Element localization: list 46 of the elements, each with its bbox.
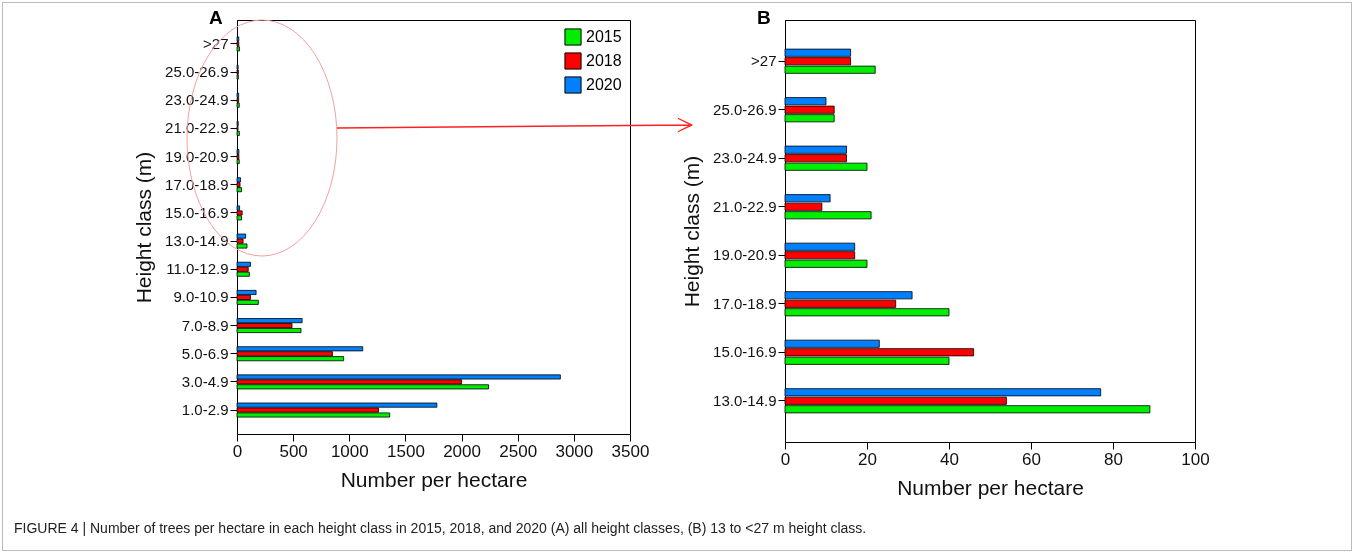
x-tick-label: 80 [1104,449,1123,469]
y-tick-label: 17.0-18.9 [165,175,229,193]
y-tick-label: 9.0-10.9 [173,288,229,306]
y-tick-label: 1.0-2.9 [181,401,229,419]
x-tick-label: 2000 [443,441,481,461]
x-tick-label: 1500 [387,441,425,461]
x-tick-label: 3000 [555,441,594,461]
y-tick-label: 7.0-8.9 [181,316,229,334]
legend-label: 2020 [586,76,622,93]
y-tick-label: >27 [751,52,777,70]
y-tick-label: 21.0-22.9 [713,197,777,215]
y-axis-title: Height class (m) [680,155,704,308]
y-tick-label: 19.0-20.9 [713,246,777,264]
y-tick-label: 21.0-22.9 [165,119,229,137]
x-tick-label: 3500 [611,441,650,461]
y-tick-label: 23.0-24.9 [713,149,777,167]
legend-label: 2018 [586,52,622,69]
x-tick-label: 1000 [330,441,369,461]
y-axis-title: Height class (m) [132,151,156,304]
x-tick-label: 500 [279,441,308,461]
x-tick-label: 60 [1022,449,1041,469]
x-tick-label: 0 [232,441,243,461]
legend-label: 2015 [586,28,622,45]
x-tick-label: 20 [858,449,877,469]
chart-title: B [757,7,771,28]
chart-title: A [209,7,223,28]
y-tick-label: 15.0-16.9 [165,203,229,221]
caption: FIGURE 4 | Number of trees per hectare in each height class in 2015, 2018, and 2020 (A) all height classes, (B) 13 to <27 m height class. [14,520,867,536]
y-tick-label: 13.0-14.9 [713,391,777,409]
y-tick-label: 25.0-26.9 [713,100,777,118]
y-tick-label: 15.0-16.9 [713,343,777,361]
y-tick-label: 5.0-6.9 [181,344,229,362]
x-tick-label: 40 [940,449,959,469]
x-tick-label: 0 [780,449,791,469]
y-tick-label: 13.0-14.9 [165,232,229,250]
y-tick-label: 19.0-20.9 [165,147,229,165]
y-tick-label: >27 [203,34,229,52]
y-tick-label: 11.0-12.9 [166,260,229,278]
x-tick-label: 100 [1181,449,1210,469]
x-tick-label: 2500 [499,441,538,461]
y-tick-label: 23.0-24.9 [165,91,229,109]
y-tick-label: 17.0-18.9 [713,294,777,312]
x-axis-title: Number per hectare [897,475,1084,499]
x-axis-title: Number per hectare [340,467,528,491]
y-tick-label: 3.0-4.9 [181,372,229,390]
y-tick-label: 25.0-26.9 [165,63,229,81]
